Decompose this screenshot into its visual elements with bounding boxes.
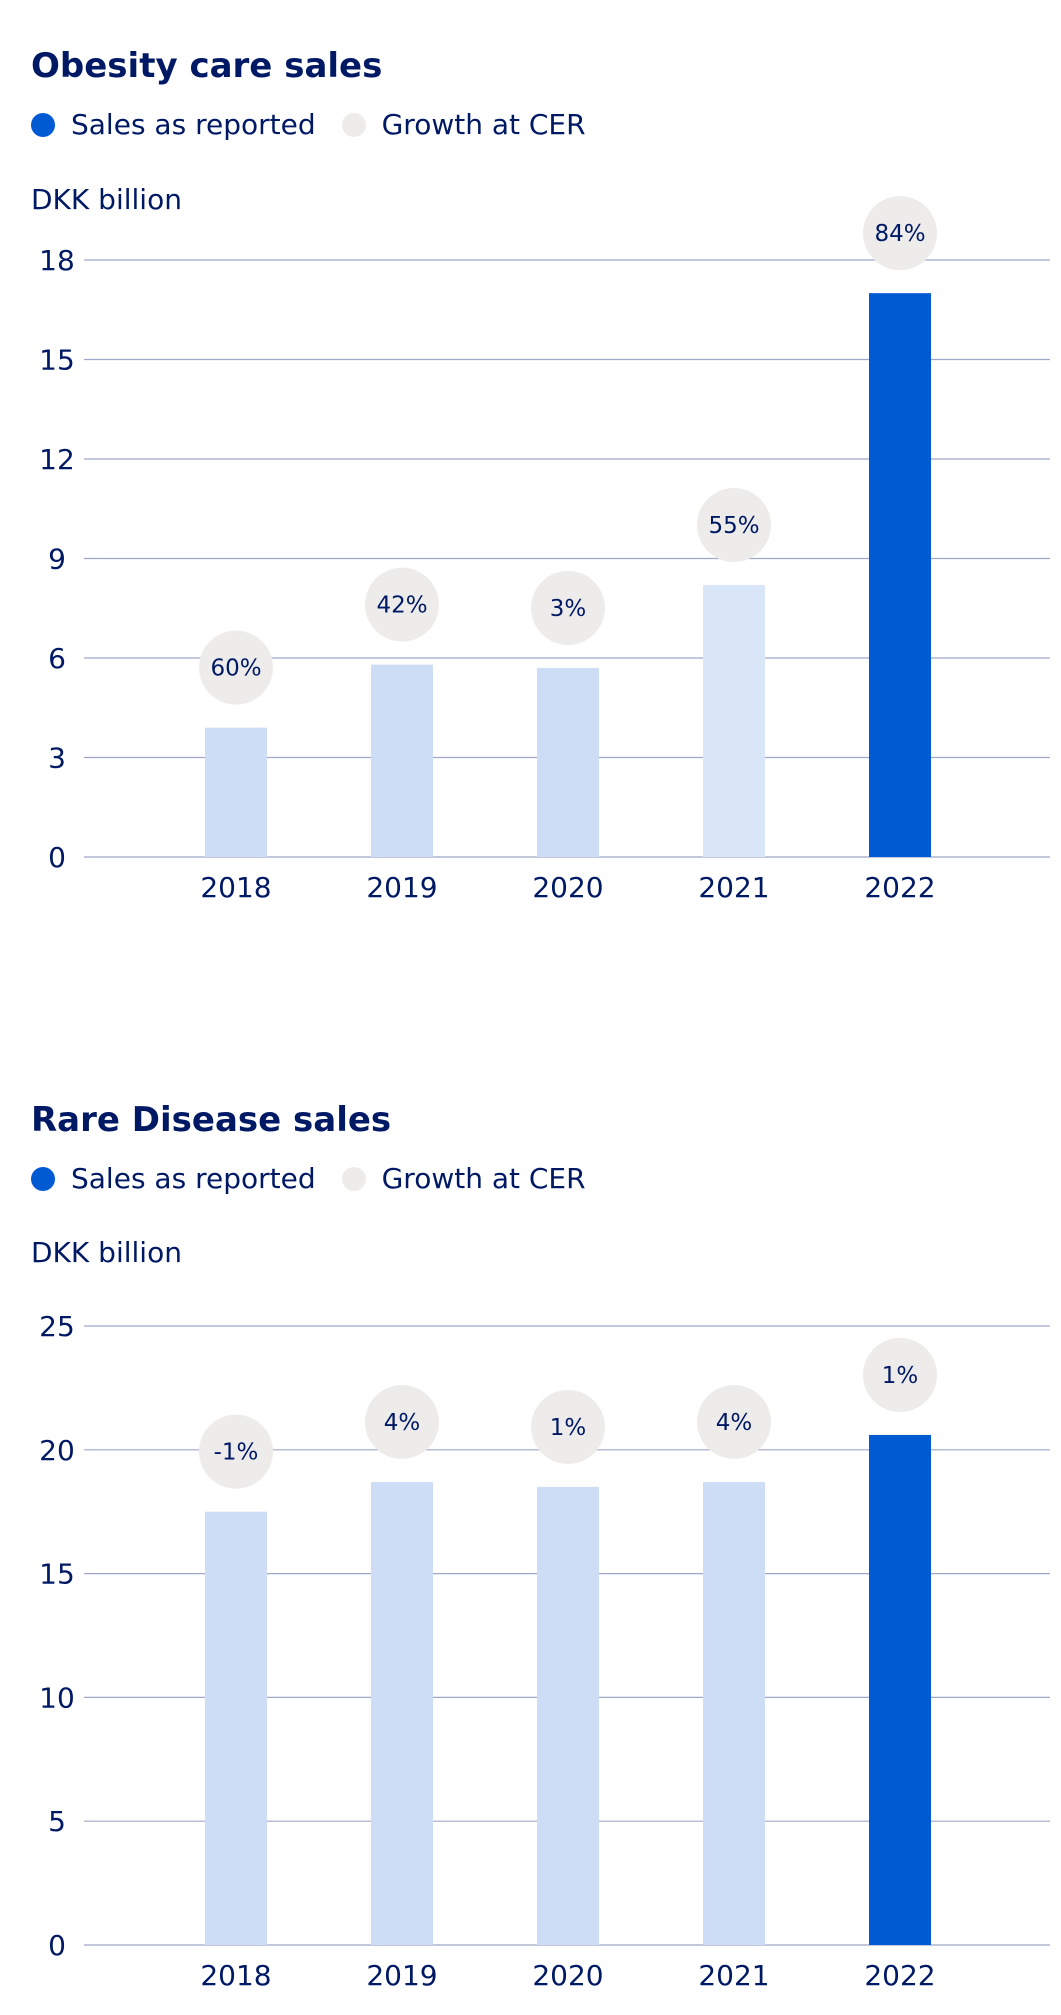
growth-bubble (365, 567, 439, 642)
growth-bubble (531, 1389, 605, 1464)
growth-bubble (863, 196, 937, 271)
bar-2021 (703, 585, 765, 857)
x-tick-label: 2022 (864, 871, 935, 904)
y-tick-label: 12 (39, 443, 75, 476)
bar-2019 (371, 664, 433, 857)
y-axis-unit-label: DKK billion (31, 183, 182, 216)
legend-sales-label: Sales as reported (71, 1162, 316, 1195)
x-tick-label: 2018 (200, 1959, 271, 1992)
y-tick-label: 3 (48, 742, 66, 775)
y-tick-label: 10 (39, 1681, 75, 1714)
legend-item-growth: Growth at CER (341, 1162, 586, 1195)
bar-2019 (371, 1481, 433, 1945)
y-tick-label: 0 (48, 841, 66, 874)
x-tick-label: 2020 (532, 871, 603, 904)
growth-bubble (365, 1384, 439, 1459)
y-tick-label: 0 (48, 1929, 66, 1962)
chart-title: Obesity care sales (31, 46, 383, 86)
obesity-chart-block: Obesity care sales Sales as reported Gro… (0, 0, 1061, 960)
legend-growth-label: Growth at CER (381, 1162, 586, 1195)
growth-label: 1% (882, 1363, 919, 1389)
y-tick-label: 6 (48, 642, 66, 675)
growth-label: 3% (550, 596, 587, 622)
growth-bubble (863, 1337, 937, 1412)
x-tick-label: 2022 (864, 1959, 935, 1992)
x-tick-label: 2019 (366, 871, 437, 904)
growth-bubble (531, 570, 605, 645)
sales-dot-icon (31, 1166, 55, 1191)
growth-label: -1% (214, 1440, 259, 1466)
x-tick-label: 2018 (200, 871, 271, 904)
x-tick-label: 2021 (698, 1959, 769, 1992)
y-tick-label: 20 (39, 1434, 75, 1467)
growth-bubble (199, 1414, 273, 1489)
legend-growth-label: Growth at CER (381, 108, 586, 141)
sales-dot-icon (31, 112, 55, 137)
legend: Sales as reported Growth at CER (31, 108, 612, 141)
bar-2018 (205, 727, 267, 857)
growth-label: 60% (210, 656, 261, 682)
growth-label: 4% (384, 1410, 421, 1436)
y-tick-label: 15 (39, 1558, 75, 1591)
x-tick-label: 2021 (698, 871, 769, 904)
legend-item-growth: Growth at CER (341, 108, 586, 141)
bar-2021 (703, 1481, 765, 1945)
growth-dot-icon (341, 112, 366, 137)
growth-label: 42% (376, 593, 427, 619)
chart-title: Rare Disease sales (31, 1100, 392, 1140)
growth-label: 84% (874, 221, 925, 247)
growth-label: 55% (708, 513, 759, 539)
legend-sales-label: Sales as reported (71, 108, 316, 141)
growth-label: 1% (550, 1415, 587, 1441)
growth-label: 4% (716, 1410, 753, 1436)
x-tick-label: 2019 (366, 1959, 437, 1992)
y-axis-unit-label: DKK billion (31, 1236, 182, 1269)
bar-2022 (869, 293, 931, 858)
y-tick-label: 18 (39, 244, 75, 277)
bar-2022 (869, 1434, 931, 1945)
legend-item-sales: Sales as reported (31, 1162, 316, 1195)
x-tick-label: 2020 (532, 1959, 603, 1992)
obesity-bar-chart: 0 3 6 9 12 15 18 60% 2018 42% 2019 3% 2020 55% 2021 84%… (39, 196, 1050, 904)
legend-item-sales: Sales as reported (31, 108, 316, 141)
y-tick-label: 15 (39, 344, 75, 377)
y-tick-label: 25 (39, 1310, 75, 1343)
y-tick-label: 9 (48, 543, 66, 576)
growth-dot-icon (341, 1166, 366, 1191)
growth-bubble (697, 488, 771, 563)
growth-bubble (199, 630, 273, 705)
bar-2020 (537, 1486, 599, 1945)
legend: Sales as reported Growth at CER (31, 1162, 612, 1195)
bar-2018 (205, 1511, 267, 1945)
y-tick-label: 5 (48, 1805, 66, 1838)
bar-2020 (537, 667, 599, 857)
growth-bubble (697, 1384, 771, 1459)
